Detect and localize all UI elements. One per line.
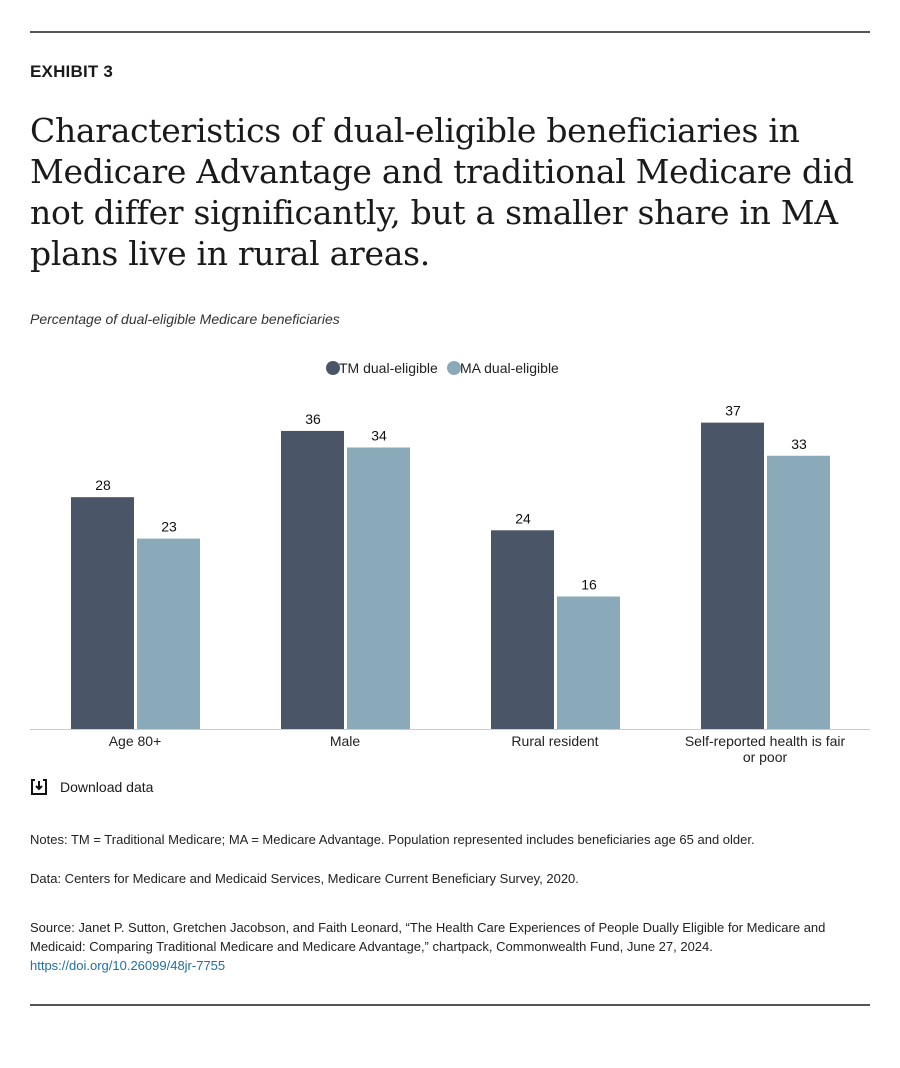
- data-source: Data: Centers for Medicare and Medicaid …: [30, 871, 579, 886]
- source-citation: Source: Janet P. Sutton, Gretchen Jacobs…: [30, 918, 860, 975]
- bar-chart: TM dual-eligible MA dual-eligible 28 23 Age …: [30, 360, 870, 765]
- download-icon: [31, 779, 47, 795]
- chart-subtitle: Percentage of dual-eligible Medicare ben…: [30, 311, 340, 327]
- data-label: 37: [725, 403, 741, 419]
- legend-swatch: [326, 361, 340, 375]
- category-label: Male: [330, 733, 361, 749]
- legend-label: MA dual-eligible: [460, 360, 559, 376]
- download-label: Download data: [60, 779, 154, 795]
- data-label: 34: [371, 427, 387, 443]
- data-label: 16: [581, 577, 597, 593]
- source-link[interactable]: https://doi.org/10.26099/48jr-7755: [30, 958, 226, 973]
- bar: [767, 455, 830, 729]
- bar: [71, 497, 134, 729]
- category-label: Self-reported health is fair: [685, 733, 846, 749]
- bottom-rule: [30, 1004, 870, 1006]
- legend-label: TM dual-eligible: [339, 360, 438, 376]
- data-label: 24: [515, 510, 531, 526]
- legend-swatch: [447, 361, 461, 375]
- exhibit-label: EXHIBIT 3: [30, 62, 114, 81]
- data-label: 36: [305, 411, 321, 427]
- bar: [701, 422, 764, 729]
- category-label: or poor: [743, 749, 788, 765]
- bar: [347, 447, 410, 729]
- bar: [491, 530, 554, 729]
- chart-title: Characteristics of dual-eligible benefic…: [30, 111, 854, 273]
- top-rule: [30, 31, 870, 33]
- category-label: Age 80+: [109, 733, 162, 749]
- data-label: 33: [791, 436, 807, 452]
- download-data-button[interactable]: Download data: [30, 778, 153, 796]
- source-text: Source: Janet P. Sutton, Gretchen Jacobs…: [30, 920, 826, 954]
- bar: [281, 430, 344, 729]
- category-label: Rural resident: [511, 733, 598, 749]
- bar: [557, 596, 620, 729]
- data-label: 23: [161, 519, 177, 535]
- data-label: 28: [95, 477, 111, 493]
- bar: [137, 538, 200, 729]
- notes: Notes: TM = Traditional Medicare; MA = M…: [30, 832, 755, 847]
